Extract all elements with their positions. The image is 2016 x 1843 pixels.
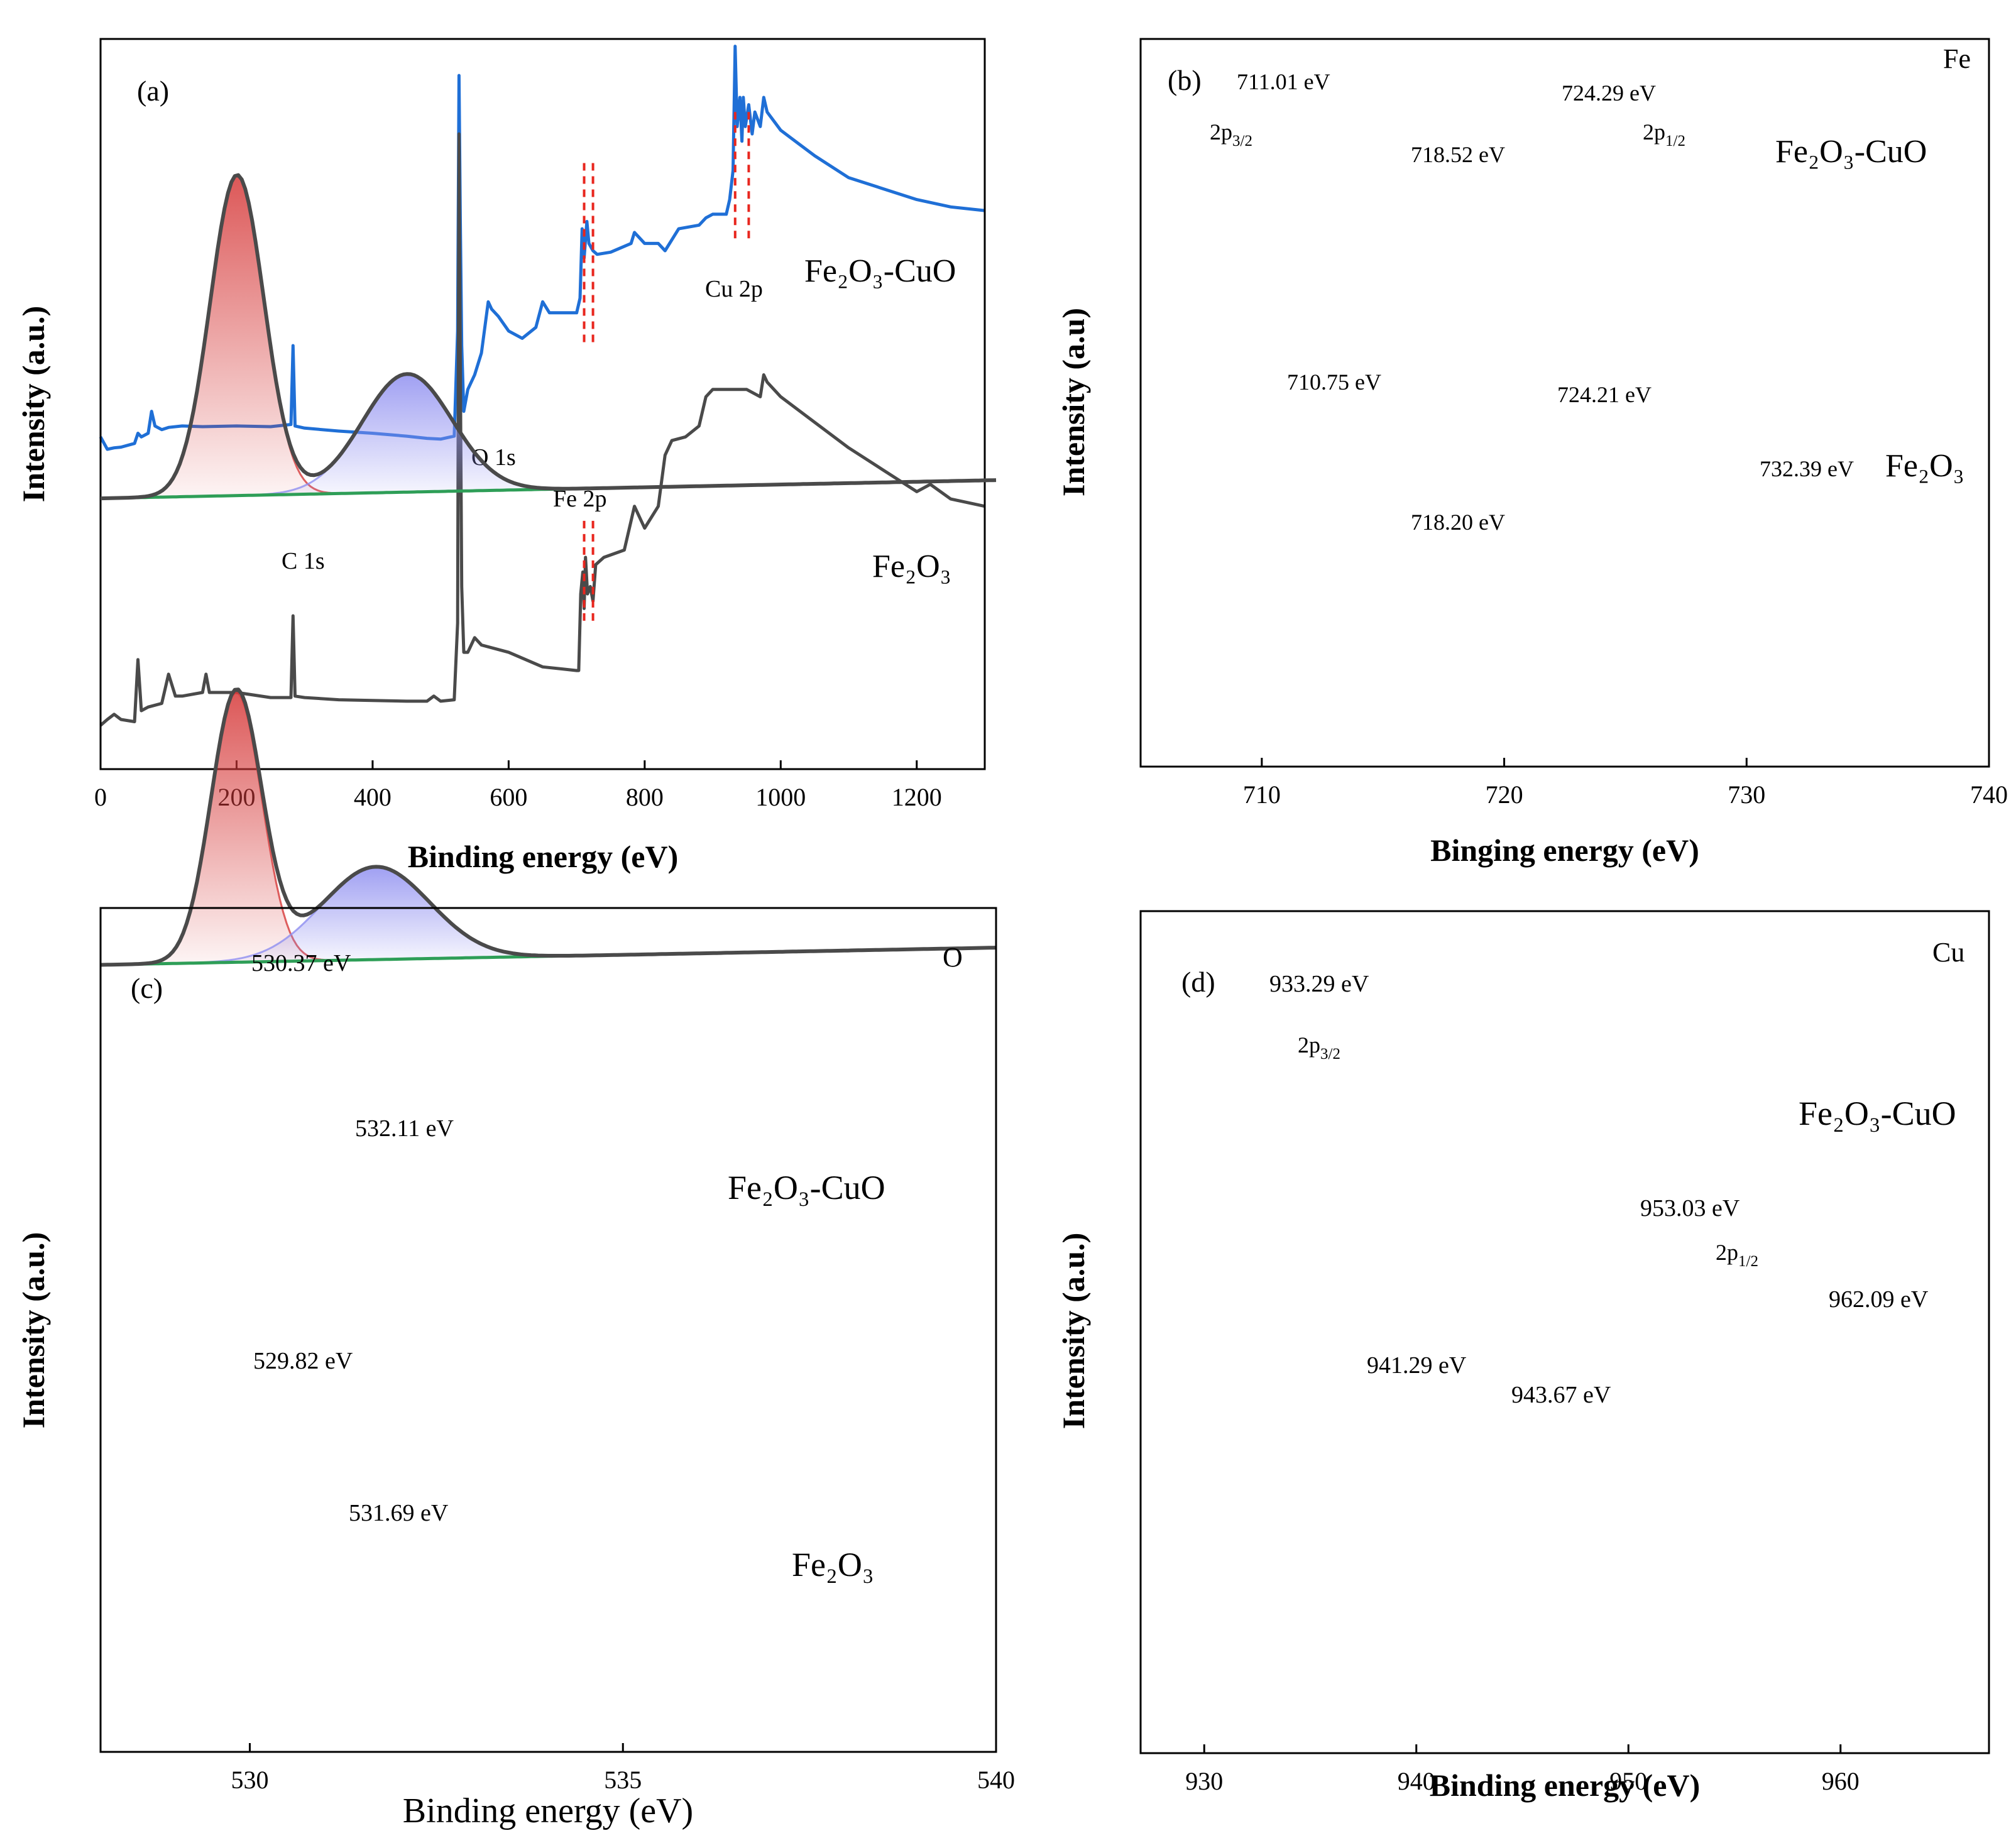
x-axis-c-tick-label-535: 535: [604, 1766, 642, 1794]
orbital-label-b-2p3-2: 2p3/2: [1210, 119, 1252, 150]
y-axis-title-a: Intensity (a.u.): [16, 306, 51, 503]
x-axis-b-tick-label-720: 720: [1486, 780, 1523, 809]
x-axis-b-tick-label-710: 710: [1243, 780, 1281, 809]
envelope-c-0: [100, 173, 997, 501]
panel-b-frame: [1139, 38, 1990, 768]
panel-c-element-label: O: [943, 942, 963, 973]
panel-d-element-label: Cu: [1932, 937, 1964, 968]
x-axis-b-tick-label-730: 730: [1728, 780, 1765, 809]
peak-label-b-718.52: 718.52 eV: [1411, 142, 1505, 167]
x-axis-c-tick-label-530: 530: [231, 1766, 269, 1794]
x-axis-a-tick-label-1200: 1200: [892, 783, 942, 811]
series-label-fe2o3-b: Fe₂O₃: [1885, 448, 1964, 484]
y-axis-title-d: Intensity (a.u.): [1056, 1233, 1091, 1430]
panel-b-fe2p: 710 720 730 740 (b) Fe 711.01 eV 718.52 eV …: [1056, 38, 2008, 868]
x-axis-a-tick-label-1000: 1000: [755, 783, 806, 811]
x-axis-c-tick-label-540: 540: [977, 1766, 1015, 1794]
x-axis-d-tick-label-940: 940: [1398, 1767, 1435, 1795]
series-label-fe2o3-cuo-c: Fe₂O₃-CuO: [728, 1169, 885, 1206]
peak-label-d-953.03: 953.03 eV: [1640, 1195, 1740, 1222]
envelope-c-1: [100, 687, 997, 967]
panel-d-label: (d): [1181, 966, 1215, 998]
y-axis-title-c: Intensity (a.u.): [16, 1232, 51, 1429]
peak-label-b-724.21: 724.21 eV: [1557, 382, 1652, 407]
peak-label-d-962.09: 962.09 eV: [1829, 1286, 1929, 1313]
series-label-fe2o3-cuo-a: Fe₂O₃-CuO: [804, 253, 956, 289]
series-label-fe2o3-c: Fe₂O₃: [792, 1546, 874, 1583]
peak-label-c-529.82: 529.82 eV: [253, 1348, 353, 1374]
peak-label-d-943.67: 943.67 eV: [1511, 1382, 1611, 1408]
x-axis-title-a: Binding energy (eV): [408, 839, 679, 874]
panel-a-frame: [99, 38, 986, 770]
peak-label-b-732.39: 732.39 eV: [1760, 456, 1854, 481]
panel-b-label: (b): [1168, 64, 1202, 96]
panel-d-cu2p: 930 940 950 960 (d) Cu 933.29 eV 2p3/2 Fe₂O…: [1056, 910, 1990, 1803]
x-axis-d-tick-label-950: 950: [1609, 1767, 1647, 1795]
orbital-label-d-2p3-2: 2p3/2: [1298, 1032, 1340, 1063]
peak-label-c-531.69: 531.69 eV: [349, 1500, 449, 1526]
peak-label-c-532.11: 532.11 eV: [355, 1115, 454, 1142]
peak-label-b-710.75: 710.75 eV: [1287, 369, 1381, 395]
panel-d-frame: [1139, 910, 1990, 1754]
x-axis-d-tick-label-930: 930: [1185, 1767, 1223, 1795]
series-label-fe2o3-a: Fe₂O₃: [872, 549, 951, 584]
series-label-fe2o3-cuo-d: Fe₂O₃-CuO: [1799, 1095, 1956, 1132]
x-axis-b-tick-label-740: 740: [1970, 780, 2008, 809]
panel-a-survey: 020040060080010001200 (a) C 1s O 1s Fe 2…: [16, 38, 986, 874]
panel-c-frame: [99, 907, 997, 1753]
peak-label-d-941.29: 941.29 eV: [1367, 1352, 1467, 1379]
x-axis-a-tick-label-600: 600: [490, 783, 527, 811]
series-label-fe2o3-cuo-b: Fe₂O₃-CuO: [1775, 134, 1927, 170]
peak-label-b-718.20: 718.20 eV: [1411, 510, 1505, 535]
annotation-c1s: C 1s: [282, 548, 325, 574]
y-axis-title-b: Intensity (a.u): [1056, 308, 1091, 496]
fit-peak-c-0-0: [100, 174, 997, 500]
x-axis-a-tick-label-0: 0: [94, 783, 107, 811]
x-axis-a-tick-label-400: 400: [354, 783, 392, 811]
x-axis-title-d: Binding energy (eV): [1430, 1768, 1701, 1803]
panel-b-element-label: Fe: [1943, 43, 1971, 74]
peak-label-c-530.37: 530.37 eV: [251, 950, 351, 976]
fit-peak-c-1-0: [100, 691, 997, 966]
peak-label-d-933.29: 933.29 eV: [1269, 971, 1369, 997]
x-axis-title-b: Binging energy (eV): [1430, 833, 1699, 868]
x-axis-a-tick-label-800: 800: [626, 783, 664, 811]
orbital-label-b-2p1-2: 2p1/2: [1643, 119, 1685, 150]
x-axis-d-tick-label-960: 960: [1822, 1767, 1860, 1795]
panel-c-o1s: 530 535 540 (c) O 530.37 eV 532.11 eV Fe₂O…: [16, 173, 1015, 1830]
x-axis-title-c: Binding energy (eV): [403, 1791, 693, 1830]
peak-label-b-724.29: 724.29 eV: [1562, 80, 1656, 106]
orbital-label-d-2p1-2: 2p1/2: [1716, 1240, 1758, 1270]
panel-c-label: (c): [131, 972, 163, 1004]
panel-a-label: (a): [137, 75, 169, 107]
peak-label-b-711.01: 711.01 eV: [1237, 69, 1330, 94]
annotation-cu2p: Cu 2p: [705, 276, 763, 302]
survey-line-fe2o3: [99, 132, 985, 727]
